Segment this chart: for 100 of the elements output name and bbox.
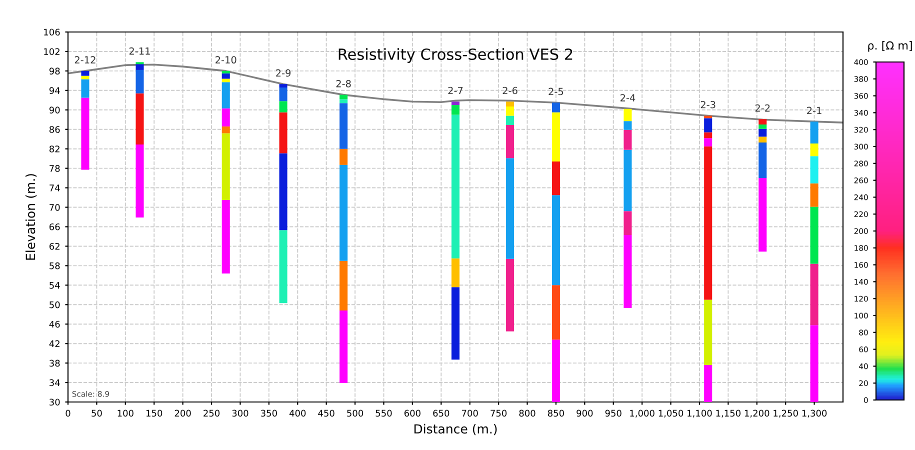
bar <box>624 150 632 212</box>
y-tick-label: 34 <box>50 379 60 386</box>
y-tick-label: 90 <box>49 106 60 114</box>
x-tick-label: 400 <box>289 410 306 417</box>
y-tick-label: 106 <box>44 28 60 36</box>
bar <box>810 156 818 184</box>
bar <box>136 144 144 218</box>
y-tick-label: 46 <box>49 320 60 328</box>
bar <box>340 99 348 104</box>
annotation: 2-9 <box>276 69 291 77</box>
bar <box>624 108 632 122</box>
color-bar-title: ρ. [Ω m] <box>868 41 912 52</box>
x-tick-label: 1,150 <box>716 410 741 418</box>
x-tick-label: 550 <box>376 410 392 417</box>
x-tick-label: 1,000 <box>630 410 654 418</box>
y-tick-label: 38 <box>50 360 60 367</box>
y-tick-label: 82 <box>49 146 60 152</box>
bar <box>279 230 288 304</box>
bar <box>758 128 767 137</box>
x-tick-label: 500 <box>347 410 364 417</box>
annotation: 2-12 <box>74 56 96 64</box>
x-tick-label: 850 <box>548 410 564 417</box>
x-tick-label: 900 <box>576 410 593 417</box>
bar <box>704 146 712 300</box>
x-tick-label: 1,050 <box>658 410 684 418</box>
bar <box>340 103 348 149</box>
bar <box>136 93 144 144</box>
y-tick-label: 58 <box>50 262 60 270</box>
annotation: 2-7 <box>448 86 463 94</box>
y-tick-label: 86 <box>49 126 60 133</box>
bar <box>810 183 818 207</box>
bar <box>451 102 460 106</box>
bar <box>81 98 90 170</box>
bar <box>704 132 712 138</box>
bar <box>552 162 560 196</box>
x-tick-label: 1,300 <box>802 410 827 418</box>
bar <box>624 211 632 236</box>
bar <box>222 200 230 274</box>
bar <box>758 178 767 252</box>
bar <box>340 148 348 165</box>
bar <box>340 260 348 310</box>
annotation: 2-1 <box>807 106 822 114</box>
bar <box>81 70 90 76</box>
bar <box>810 325 818 402</box>
bar <box>279 112 288 154</box>
annotation: 2-11 <box>129 47 150 55</box>
annotation: 2-3 <box>700 100 716 108</box>
annotation: 2-8 <box>336 80 351 88</box>
bar <box>451 114 460 258</box>
x-tick-label: 250 <box>204 410 220 417</box>
x-tick-label: 450 <box>318 410 334 417</box>
annotation: 2-2 <box>755 104 770 112</box>
bar <box>552 340 560 402</box>
x-tick-label: 300 <box>232 410 248 417</box>
x-tick-label: 50 <box>92 410 102 417</box>
x-tick-label: 1,100 <box>688 410 712 418</box>
bar <box>810 264 818 326</box>
bar <box>506 116 514 125</box>
bar <box>340 310 348 384</box>
bar <box>279 88 288 102</box>
bar <box>624 235 632 308</box>
bar <box>552 195 560 286</box>
x-axis-title: Distance (m.) <box>414 424 497 436</box>
y-tick-label: 78 <box>50 165 60 172</box>
y-tick-label: 74 <box>50 184 60 192</box>
y-tick-label: 62 <box>50 242 60 250</box>
bar <box>810 143 818 156</box>
x-tick-label: 100 <box>118 410 134 417</box>
y-tick-label: 94 <box>49 87 60 94</box>
bar <box>222 70 230 74</box>
bar <box>451 258 460 288</box>
bar <box>222 126 230 134</box>
bar <box>704 300 712 365</box>
bar <box>340 164 348 261</box>
x-tick-label: 800 <box>519 410 536 417</box>
y-tick-label: 30 <box>50 398 60 406</box>
y-tick-label: 70 <box>50 204 60 211</box>
bar <box>704 365 712 402</box>
y-axis-title: Elevation (m.) <box>25 174 37 260</box>
x-tick-label: 700 <box>462 410 478 417</box>
annotation: 2-4 <box>620 94 636 102</box>
bar <box>222 78 230 82</box>
x-tick-label: 650 <box>433 410 450 417</box>
text: Resistivity Cross-Section VES 2 <box>338 48 572 63</box>
annotation: 2-5 <box>548 88 564 96</box>
x-tick-label: 950 <box>605 410 622 417</box>
y-tick-label: 50 <box>50 301 60 308</box>
y-tick-label: 66 <box>50 223 60 230</box>
x-tick-label: 150 <box>146 410 162 417</box>
annotation: 2-6 <box>502 86 518 94</box>
x-tick-label: 600 <box>404 410 420 417</box>
bar <box>758 119 767 124</box>
y-tick-label: 98 <box>49 68 60 75</box>
x-tick-label: 750 <box>490 410 507 417</box>
bar <box>704 116 712 118</box>
y-tick-label: 54 <box>50 282 60 289</box>
x-tick-label: 1,250 <box>774 410 798 418</box>
bar <box>758 136 767 143</box>
y-tick-label: 102 <box>44 48 60 56</box>
annotation: 2-10 <box>216 56 236 64</box>
